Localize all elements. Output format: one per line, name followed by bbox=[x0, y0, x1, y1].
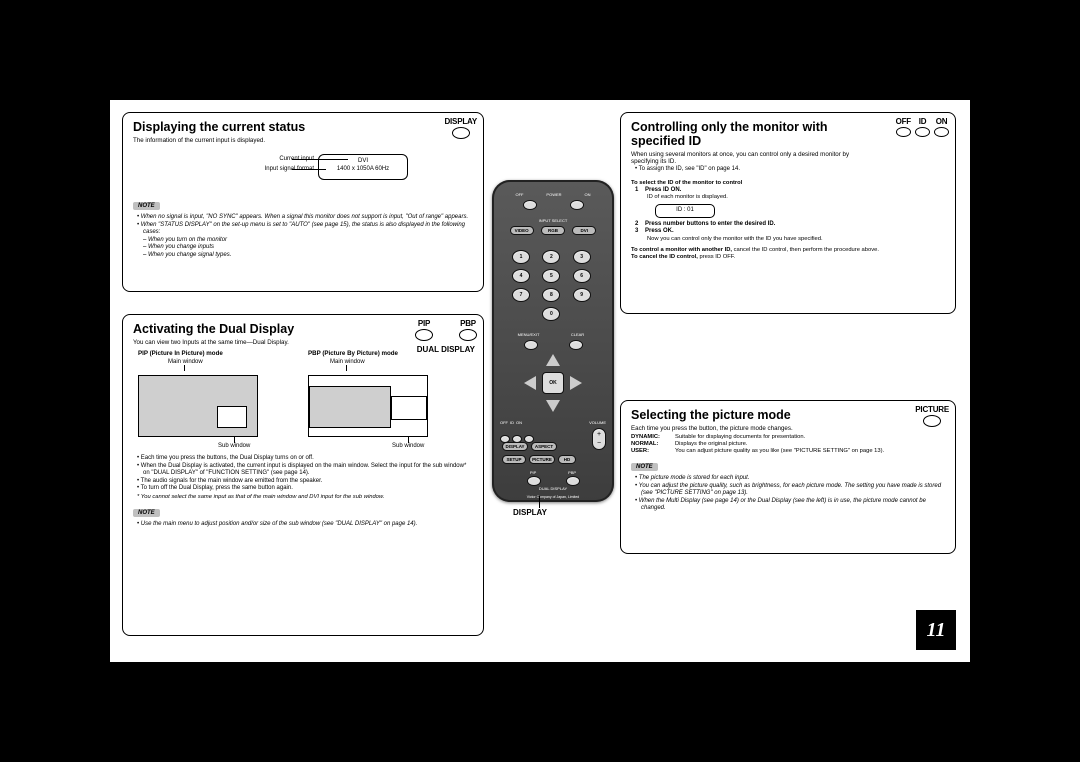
panel-subtitle: Each time you press the button, the pict… bbox=[631, 425, 945, 432]
on-button-label: ON bbox=[934, 117, 949, 126]
status-box-input: DVI bbox=[323, 158, 403, 166]
dpad: OK bbox=[520, 350, 586, 416]
status-diagram: Current input Input signal format DVI 14… bbox=[198, 150, 408, 190]
clear-button bbox=[569, 340, 583, 350]
off-button-icon bbox=[896, 127, 911, 137]
picture-button-label: PICTURE bbox=[915, 405, 949, 414]
panel-picture-mode: Selecting the picture mode PICTURE Each … bbox=[620, 400, 956, 554]
panel-subtitle: When using several monitors at once, you… bbox=[631, 151, 871, 166]
note-list: When no signal is input, "NO SYNC" appea… bbox=[133, 214, 473, 237]
display-btn: DISPLAY bbox=[502, 442, 528, 451]
dual-footnote: * You cannot select the same input as th… bbox=[133, 494, 473, 501]
dual-bullets: Each time you press the buttons, the Dua… bbox=[133, 455, 473, 493]
video-button: VIDEO bbox=[510, 226, 534, 235]
pbp-diagram bbox=[308, 375, 428, 437]
assign-note: To assign the ID, see "ID" on page 14. bbox=[635, 166, 945, 174]
rgb-button: RGB bbox=[541, 226, 565, 235]
panel-title: Controlling only the monitor with specif… bbox=[631, 121, 861, 149]
display-button-icon bbox=[452, 127, 470, 139]
off-button-label: OFF bbox=[896, 117, 911, 126]
note-list: Use the main menu to adjust position and… bbox=[133, 521, 473, 529]
menu-button bbox=[524, 340, 538, 350]
manual-page: Displaying the current status DISPLAY Th… bbox=[110, 100, 970, 662]
id-button-icon bbox=[915, 127, 930, 137]
input-select-label: INPUT SELECT bbox=[492, 218, 614, 223]
on-button-icon bbox=[934, 127, 949, 137]
steps-header: To select the ID of the monitor to contr… bbox=[631, 180, 945, 187]
remote-illustration: OFF POWER ON INPUT SELECT VIDEO RGB DVI … bbox=[492, 180, 614, 502]
panel-dual-display: Activating the Dual Display PIP PBP DUAL… bbox=[122, 314, 484, 636]
page-number: 11 bbox=[916, 610, 956, 650]
numpad: 123 456 789 0 bbox=[512, 250, 594, 321]
id-display-box: ID : 01 bbox=[655, 204, 715, 218]
panel-title: Displaying the current status bbox=[133, 121, 473, 135]
picture-button-icon bbox=[923, 415, 941, 427]
panel-display-status: Displaying the current status DISPLAY Th… bbox=[122, 112, 484, 292]
panel-title: Activating the Dual Display bbox=[133, 323, 323, 337]
display-callout: DISPLAY bbox=[513, 508, 547, 517]
id-button-label: ID bbox=[915, 117, 930, 126]
pbp-button-label: PBP bbox=[459, 319, 477, 328]
pbp-sub-label: Sub window bbox=[392, 443, 468, 449]
dual-display-label: DUAL DISPLAY bbox=[417, 345, 475, 354]
steps-list: 1Press ID ON. ID of each monitor is disp… bbox=[631, 187, 945, 243]
panel-id-control: Controlling only the monitor with specif… bbox=[620, 112, 956, 314]
note-label: NOTE bbox=[631, 463, 658, 471]
panel-title: Selecting the picture mode bbox=[631, 409, 945, 423]
note-list: The picture mode is stored for each inpu… bbox=[631, 475, 945, 513]
pbp-button-icon bbox=[459, 329, 477, 341]
panel-subtitle: You can view two Inputs at the same time… bbox=[133, 339, 333, 346]
note-label: NOTE bbox=[133, 509, 160, 517]
pip-header: PIP (Picture In Picture) mode bbox=[138, 350, 298, 357]
power-on-icon bbox=[570, 200, 584, 210]
pip-button-icon bbox=[415, 329, 433, 341]
pip-diagram bbox=[138, 375, 258, 437]
ok-button: OK bbox=[542, 372, 564, 394]
pip-sub-label: Sub window bbox=[218, 443, 298, 449]
aspect-btn: ASPECT bbox=[531, 442, 557, 451]
dual-diagram-row: PIP (Picture In Picture) mode Main windo… bbox=[133, 350, 473, 449]
pip-button-label: PIP bbox=[415, 319, 433, 328]
note-sublist: When you turn on the monitor When you ch… bbox=[133, 237, 473, 260]
status-box-format: 1400 x 1050A 60Hz bbox=[323, 166, 403, 174]
dvi-button: DVI bbox=[572, 226, 596, 235]
panel-subtitle: The information of the current input is … bbox=[133, 137, 473, 144]
power-off-icon bbox=[523, 200, 537, 210]
display-button-label: DISPLAY bbox=[444, 117, 477, 126]
note-label: NOTE bbox=[133, 202, 160, 210]
